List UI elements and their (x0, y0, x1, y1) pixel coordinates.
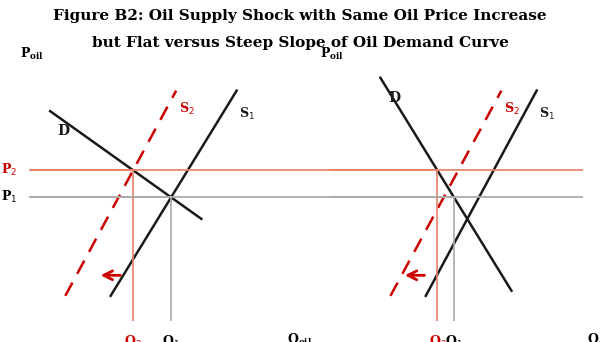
Text: Figure B2: Oil Supply Shock with Same Oil Price Increase: Figure B2: Oil Supply Shock with Same Oi… (53, 9, 547, 23)
Text: P$_{\mathregular{oil}}$: P$_{\mathregular{oil}}$ (320, 46, 344, 62)
Text: S$_1$: S$_1$ (539, 106, 555, 122)
Text: Q$_1$: Q$_1$ (162, 334, 180, 342)
Text: but Flat versus Steep Slope of Oil Demand Curve: but Flat versus Steep Slope of Oil Deman… (92, 36, 508, 50)
Text: S$_2$: S$_2$ (504, 101, 520, 117)
Text: D: D (388, 91, 400, 105)
Text: S$_1$: S$_1$ (239, 106, 255, 122)
Text: Q$_2$: Q$_2$ (428, 334, 446, 342)
Text: D: D (58, 124, 70, 138)
Text: P$_{\mathregular{oil}}$: P$_{\mathregular{oil}}$ (20, 46, 44, 62)
Text: Q$_1$: Q$_1$ (445, 334, 463, 342)
Text: S$_2$: S$_2$ (179, 101, 194, 117)
Text: Q$_2$: Q$_2$ (124, 334, 142, 342)
Text: P$_2$: P$_2$ (1, 162, 17, 178)
Text: Q$_{\mathregular{oil}}$: Q$_{\mathregular{oil}}$ (287, 332, 313, 342)
Text: P$_1$: P$_1$ (1, 189, 17, 206)
Text: Q$_{\mathregular{oil}}$: Q$_{\mathregular{oil}}$ (587, 332, 600, 342)
